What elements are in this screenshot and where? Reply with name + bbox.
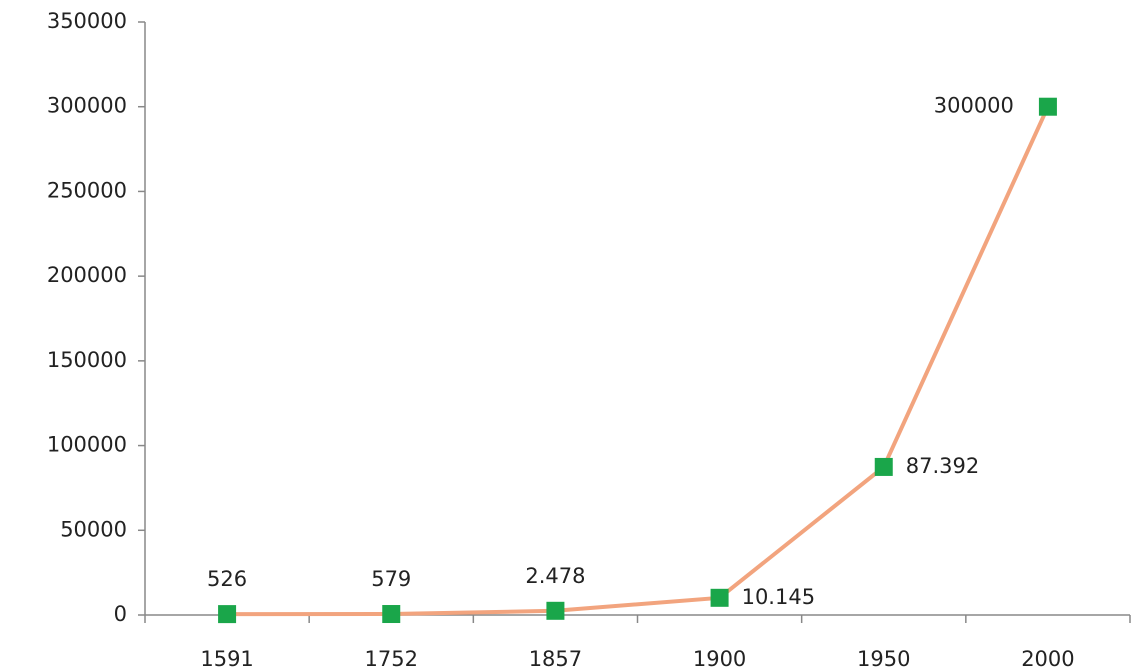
y-tick-label: 50000: [60, 517, 127, 541]
marker: [874, 457, 893, 476]
data-label: 300000: [934, 94, 1014, 118]
x-tick-label: 1857: [529, 647, 582, 671]
data-label: 2.478: [525, 564, 585, 588]
y-tick-label: 350000: [47, 9, 127, 33]
series-line: [227, 105, 1050, 617]
x-tick-label: 1900: [693, 647, 746, 671]
data-label: 87.392: [906, 454, 979, 478]
marker: [710, 588, 729, 607]
y-tick-label: 100000: [47, 433, 127, 457]
x-tick-label: 2000: [1021, 647, 1074, 671]
y-tick-label: 200000: [47, 263, 127, 287]
marker: [1038, 97, 1057, 116]
marker: [546, 601, 565, 620]
y-tick-label: 0: [114, 602, 127, 626]
x-tick-label: 1591: [200, 647, 253, 671]
data-label: 526: [207, 567, 247, 591]
y-tick-label: 150000: [47, 348, 127, 372]
x-tick-label: 1752: [365, 647, 418, 671]
data-label: 10.145: [742, 585, 815, 609]
x-tick-label: 1950: [857, 647, 910, 671]
marker: [218, 605, 237, 624]
y-tick-label: 250000: [47, 178, 127, 202]
data-label: 579: [371, 567, 411, 591]
marker: [382, 605, 401, 624]
y-tick-label: 300000: [47, 94, 127, 118]
